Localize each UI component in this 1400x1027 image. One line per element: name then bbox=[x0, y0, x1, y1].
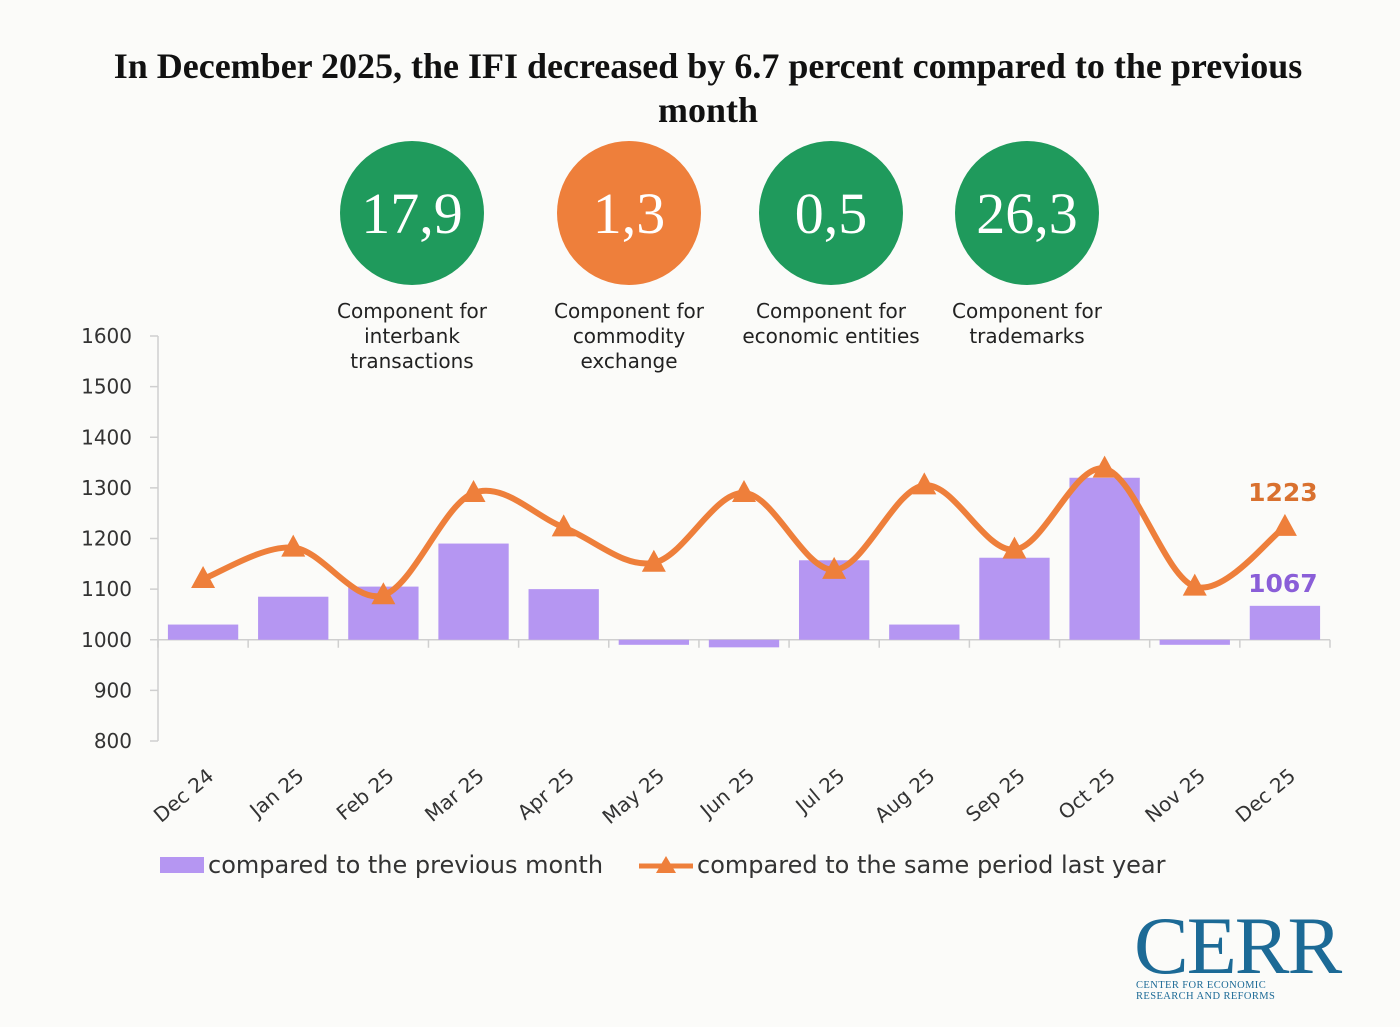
logo-wordmark: CERR bbox=[1134, 900, 1342, 991]
line-marker-nov-25 bbox=[1182, 573, 1207, 596]
data-label-yoy: 1223 bbox=[1248, 478, 1318, 507]
indicator-label: Component for commodity exchange bbox=[554, 299, 704, 373]
legend-label-line: compared to the same period last year bbox=[697, 851, 1166, 879]
logo-subtitle-1: CENTER FOR ECONOMIC bbox=[1136, 980, 1267, 991]
line-marker-aug-25 bbox=[912, 472, 937, 495]
chart-title: In December 2025, the IFI decreased by 6… bbox=[113, 46, 1303, 130]
y-tick-label: 1400 bbox=[81, 425, 132, 449]
data-label-mom: 1067 bbox=[1248, 569, 1318, 598]
logo-subtitle-2: RESEARCH AND REFORMS bbox=[1136, 991, 1276, 1002]
line-marker-feb-25 bbox=[371, 582, 396, 605]
indicator-circle: 1,3 bbox=[557, 141, 701, 285]
bar-oct-25 bbox=[1069, 477, 1140, 640]
line-marker-dec-25 bbox=[1272, 513, 1297, 536]
bar-dec-24 bbox=[167, 624, 239, 640]
y-tick-label: 900 bbox=[94, 678, 132, 702]
x-tick-label: Jul 25 bbox=[790, 763, 850, 819]
line-marker-jan-25 bbox=[281, 534, 306, 557]
indicator-circle: 17,9 bbox=[340, 141, 484, 285]
indicator-label: Component for economic entities bbox=[742, 299, 920, 348]
x-tick-label: Oct 25 bbox=[1054, 763, 1120, 824]
bar-apr-25 bbox=[528, 589, 599, 640]
x-tick-label: Aug 25 bbox=[870, 763, 940, 827]
y-tick-label: 1500 bbox=[81, 375, 132, 399]
bar-mar-25 bbox=[438, 543, 509, 640]
legend-bar-swatch bbox=[160, 857, 204, 873]
bar-sep-25 bbox=[979, 557, 1050, 640]
line-marker-sep-25 bbox=[1002, 536, 1027, 559]
y-tick-label: 800 bbox=[94, 729, 132, 753]
legend-line-swatch bbox=[636, 853, 696, 877]
bar-jun-25 bbox=[708, 639, 780, 648]
indicator-commodity: 1,3 Component for commodity exchange bbox=[539, 141, 719, 374]
y-tick-label: 1000 bbox=[81, 628, 132, 652]
line-marker-dec-24 bbox=[191, 566, 216, 588]
x-tick-label: Dec 25 bbox=[1231, 763, 1300, 827]
indicator-label: Component for trademarks bbox=[952, 299, 1102, 348]
x-tick-label: May 25 bbox=[598, 763, 669, 828]
line-marker-jul-25 bbox=[822, 556, 847, 579]
indicator-economic-entities: 0,5 Component for economic entities bbox=[741, 141, 921, 349]
bar-may-25 bbox=[618, 639, 690, 645]
indicator-circle: 0,5 bbox=[759, 141, 903, 285]
bar-dec-25 bbox=[1249, 605, 1321, 640]
x-tick-label: Sep 25 bbox=[961, 763, 1030, 826]
x-tick-label: Jan 25 bbox=[244, 763, 309, 823]
chart-legend: compared to the previous month compared … bbox=[160, 850, 1165, 880]
indicator-label: Component for interbank transactions bbox=[337, 299, 487, 373]
x-tick-label: Feb 25 bbox=[332, 763, 399, 825]
cerr-logo: CERR CENTER FOR ECONOMIC RESEARCH AND RE… bbox=[1134, 900, 1374, 1006]
bar-jan-25 bbox=[258, 596, 329, 640]
bar-nov-25 bbox=[1159, 639, 1230, 645]
y-tick-label: 1300 bbox=[81, 476, 132, 500]
indicator-interbank: 17,9 Component for interbank transaction… bbox=[322, 141, 502, 374]
line-marker-may-25 bbox=[641, 549, 666, 572]
legend-label-bar: compared to the previous month bbox=[208, 851, 604, 879]
x-tick-label: Jun 25 bbox=[694, 763, 759, 823]
y-tick-label: 1600 bbox=[81, 324, 132, 348]
x-tick-label: Mar 25 bbox=[420, 763, 489, 826]
indicator-trademarks: 26,3 Component for trademarks bbox=[937, 141, 1117, 349]
indicator-circle: 26,3 bbox=[955, 141, 1099, 285]
line-marker-jun-25 bbox=[732, 479, 756, 502]
x-tick-label: Nov 25 bbox=[1140, 763, 1210, 827]
bar-aug-25 bbox=[889, 624, 960, 640]
x-tick-label: Dec 24 bbox=[149, 763, 218, 827]
line-marker-apr-25 bbox=[551, 514, 576, 537]
line-marker-oct-25 bbox=[1092, 455, 1117, 478]
x-tick-label: Apr 25 bbox=[513, 763, 579, 824]
line-marker-mar-25 bbox=[461, 479, 486, 502]
y-tick-label: 1100 bbox=[81, 577, 132, 601]
y-tick-label: 1200 bbox=[81, 527, 132, 551]
